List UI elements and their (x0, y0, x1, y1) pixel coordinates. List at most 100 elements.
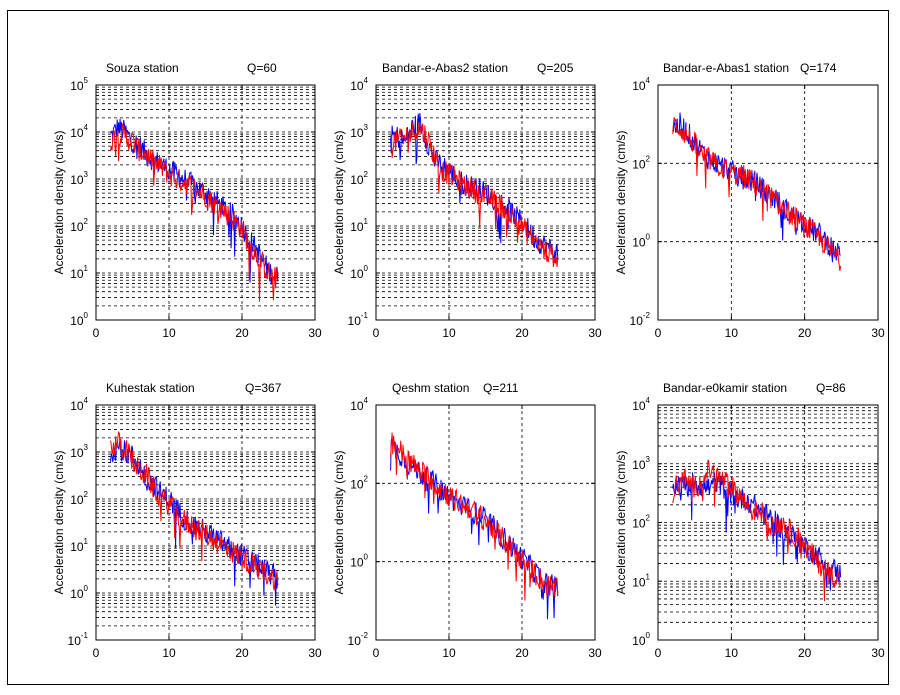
x-tick-label: 30 (588, 646, 602, 660)
x-tick-label: 20 (235, 326, 249, 340)
y-tick-label: 101 (70, 537, 88, 554)
y-axis-label: Acceleration density (cm/s) (332, 450, 346, 594)
station-title: Souza station (106, 61, 179, 75)
x-tick-label: 20 (798, 326, 812, 340)
x-tick-label: 10 (442, 326, 456, 340)
x-tick-label: 30 (588, 326, 602, 340)
subplot-6: 0 10 20 30 100 101 102 103 104 Acceleration densi… (614, 381, 885, 660)
y-tick-label: 101 (70, 264, 88, 281)
series-line-red (672, 459, 842, 602)
y-tick-label: 104 (632, 76, 650, 93)
x-tick-label: 0 (655, 326, 662, 340)
x-tick-label: 20 (235, 646, 249, 660)
y-tick-label: 100 (70, 584, 88, 601)
y-axis-label: Acceleration density (cm/s) (332, 130, 346, 274)
series-line-red (390, 432, 559, 601)
y-tick-label: 10-2 (348, 631, 369, 648)
station-title: Kuhestak station (106, 381, 195, 395)
axes-box (657, 84, 879, 321)
y-axis-label: Acceleration density (cm/s) (614, 130, 628, 274)
y-axis-label: Acceleration density (cm/s) (614, 450, 628, 594)
y-tick-label: 100 (632, 631, 650, 648)
y-tick-label: 101 (350, 217, 368, 234)
series-line-blue (672, 112, 841, 263)
y-axis-label: Acceleration density (cm/s) (52, 450, 66, 594)
y-axis-label: Acceleration density (cm/s) (52, 130, 66, 274)
series-line-red (672, 117, 842, 271)
figure-frame (7, 10, 889, 685)
y-tick-label: 104 (632, 396, 650, 413)
x-tick-label: 10 (725, 646, 739, 660)
series-line-red (390, 121, 559, 268)
subplot-1: 0 10 20 30 100 101 102 103 104 105 Acceleration de… (52, 61, 322, 340)
x-tick-label: 30 (308, 326, 322, 340)
subplot-5: 0 10 20 30 10-2 100 102 104 Acceleration density… (332, 381, 602, 660)
q-value-label: Q=60 (247, 61, 277, 75)
y-tick-label: 104 (350, 396, 368, 413)
subplot-2: 0 10 20 30 10-1 100 101 102 103 104 Acceleration d… (332, 61, 602, 340)
x-tick-label: 30 (871, 326, 885, 340)
series-group (110, 430, 279, 606)
y-tick-label: 102 (632, 514, 650, 531)
y-tick-label: 102 (70, 217, 88, 234)
x-tick-label: 30 (871, 646, 885, 660)
y-tick-label: 104 (70, 123, 88, 140)
x-tick-label: 10 (162, 326, 176, 340)
y-tick-label: 100 (350, 553, 368, 570)
axes-box (375, 84, 596, 321)
axes-box (95, 404, 316, 641)
y-tick-label: 102 (70, 490, 88, 507)
x-tick-label: 20 (515, 646, 529, 660)
station-title: Qeshm station (392, 381, 469, 395)
station-title: Bandar-e-Abas2 station (382, 61, 508, 75)
y-tick-label: 102 (632, 154, 650, 171)
series-line-blue (390, 438, 559, 620)
axes-box (95, 84, 316, 321)
y-tick-label: 104 (350, 76, 368, 93)
series-group (672, 459, 842, 602)
x-tick-label: 30 (308, 646, 322, 660)
series-line-red (110, 123, 279, 302)
q-value-label: Q=205 (537, 61, 574, 75)
y-tick-label: 100 (350, 264, 368, 281)
y-tick-label: 10-2 (630, 311, 651, 328)
x-tick-label: 0 (93, 326, 100, 340)
q-value-label: Q=211 (483, 381, 519, 395)
y-tick-label: 102 (350, 474, 368, 491)
x-tick-label: 10 (162, 646, 176, 660)
x-tick-label: 20 (798, 646, 812, 660)
y-tick-label: 103 (350, 123, 368, 140)
x-tick-label: 0 (655, 646, 662, 660)
x-tick-label: 0 (373, 326, 380, 340)
q-value-label: Q=367 (245, 381, 282, 395)
y-tick-label: 105 (70, 76, 88, 93)
y-tick-label: 10-1 (68, 631, 89, 648)
y-tick-label: 100 (70, 311, 88, 328)
x-tick-label: 10 (725, 326, 739, 340)
x-tick-label: 0 (93, 646, 100, 660)
station-title: Bandar-e0kamir station (663, 381, 787, 395)
series-group (110, 118, 279, 302)
y-tick-label: 10-1 (348, 311, 369, 328)
y-tick-label: 100 (632, 233, 650, 250)
axes-box (375, 404, 596, 641)
y-tick-label: 103 (70, 443, 88, 460)
series-group (390, 113, 559, 268)
series-group (390, 432, 559, 620)
subplot-3: 0 10 20 30 10-2 100 102 104 Acceleration density… (614, 61, 885, 340)
x-tick-label: 10 (442, 646, 456, 660)
x-tick-label: 20 (515, 326, 529, 340)
y-tick-label: 103 (70, 170, 88, 187)
q-value-label: Q=174 (800, 61, 837, 75)
subplot-4: 0 10 20 30 10-1 100 101 102 103 104 Acceleration d… (52, 381, 322, 660)
y-tick-label: 101 (632, 572, 650, 589)
x-tick-label: 0 (373, 646, 380, 660)
q-value-label: Q=86 (816, 381, 846, 395)
y-tick-label: 102 (350, 170, 368, 187)
station-title: Bandar-e-Abas1 station (663, 61, 789, 75)
series-group (672, 112, 842, 271)
y-tick-label: 103 (632, 455, 650, 472)
y-tick-label: 104 (70, 396, 88, 413)
